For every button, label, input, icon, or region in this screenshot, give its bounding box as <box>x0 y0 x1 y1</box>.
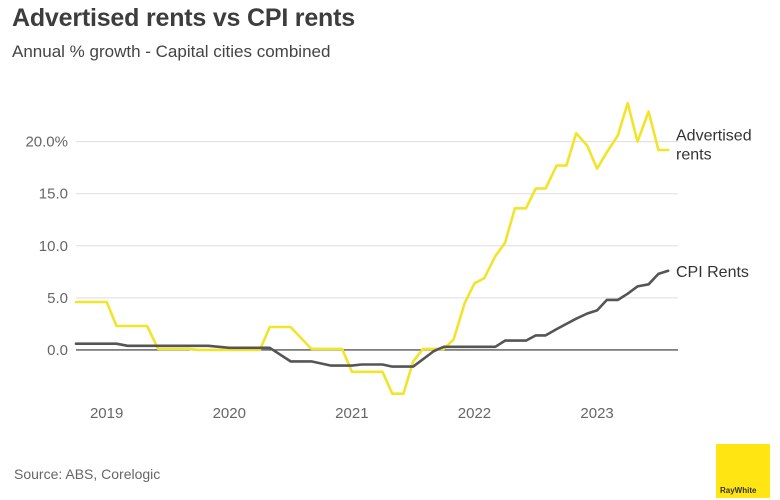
series-label: rents <box>676 147 712 164</box>
y-tick-label: 10.0 <box>39 238 68 255</box>
chart-title: Advertised rents vs CPI rents <box>12 4 355 32</box>
y-tick-label: 15.0 <box>39 186 68 203</box>
raywhite-logo: RayWhite <box>716 444 770 498</box>
y-tick-label: 0.0 <box>47 342 68 359</box>
x-tick-label: 2021 <box>335 405 368 422</box>
advertised-rents-line <box>74 101 670 396</box>
y-tick-label: 5.0 <box>47 290 68 307</box>
series-label: CPI Rents <box>676 264 749 281</box>
x-tick-label: 2019 <box>90 405 123 422</box>
logo-text: RayWhite <box>720 486 757 495</box>
source-note: Source: ABS, Corelogic <box>14 466 161 482</box>
cpi-rents-line <box>74 269 670 368</box>
chart-subtitle: Annual % growth - Capital cities combine… <box>12 42 331 61</box>
x-tick-label: 2020 <box>213 405 246 422</box>
x-tick-label: 2022 <box>458 405 491 422</box>
series-label: Advertised <box>676 128 752 145</box>
x-tick-label: 2023 <box>580 405 613 422</box>
y-tick-label: 20.0% <box>25 134 68 151</box>
